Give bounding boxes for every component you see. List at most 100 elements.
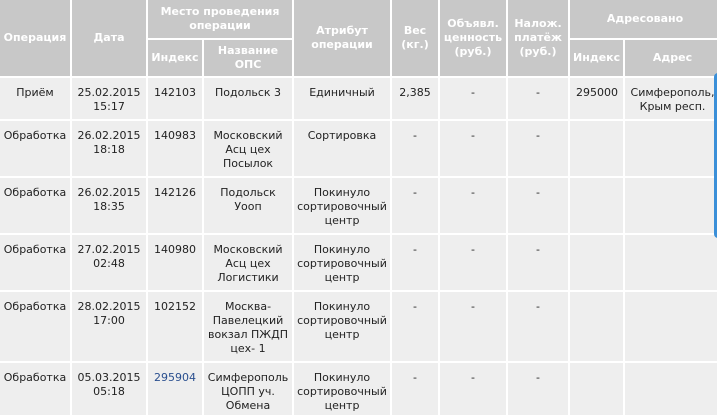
index-cell: 142103 [148, 78, 202, 119]
date-cell: 26.02.2015 18:35 [72, 178, 146, 233]
address-cell [625, 121, 717, 176]
cod-cell: - [508, 235, 569, 290]
cod-cell: - [508, 292, 569, 361]
cod-text: - [536, 243, 540, 256]
ops-name-cell: Московский Асц цех Логистики [204, 235, 293, 290]
date-text: 05.03.2015 [77, 371, 141, 384]
date-cell: 26.02.2015 18:18 [72, 121, 146, 176]
cod-cell: - [508, 363, 569, 415]
date-text: 25.02.2015 [77, 86, 141, 99]
index-cell: 142126 [148, 178, 202, 233]
header-ops-name: Название ОПС [204, 40, 293, 76]
header-place: Место проведения операции [148, 0, 293, 38]
operation-cell: Обработка [0, 121, 70, 176]
header-addr-index: Индекс [570, 40, 624, 76]
operation-cell: Обработка [0, 363, 70, 415]
operation-text: Обработка [3, 129, 67, 142]
addr-index-text: 295000 [576, 86, 619, 99]
date-cell: 27.02.2015 02:48 [72, 235, 146, 290]
attribute-cell: Покинуло сортировочный центр [294, 178, 391, 233]
attribute-text: Покинуло сортировочный центр [297, 371, 387, 412]
address-cell [625, 235, 717, 290]
address-text: Симферополь, Крым респ. [630, 86, 715, 113]
ops-name-cell: Москва-Павелецкий вокзал ПЖДП цех- 1 [204, 292, 293, 361]
ops-name-text: Москва-Павелецкий вокзал ПЖДП цех- 1 [208, 300, 288, 355]
addr-index-cell [570, 121, 624, 176]
weight-text: - [413, 300, 417, 313]
address-cell [625, 292, 717, 361]
ops-name-text: Подольск 3 [214, 86, 282, 99]
weight-cell: 2,385 [392, 78, 439, 119]
weight-cell: - [392, 121, 439, 176]
attribute-text: Покинуло сортировочный центр [297, 300, 387, 341]
operation-cell: Обработка [0, 178, 70, 233]
index-cell: 140980 [148, 235, 202, 290]
cod-text: - [536, 371, 540, 384]
header-address: Адрес [625, 40, 717, 76]
declared-value-text: - [471, 129, 475, 142]
weight-cell: - [392, 363, 439, 415]
header-weight: Вес (кг.) [392, 0, 439, 76]
operation-text: Обработка [3, 371, 67, 384]
attribute-text: Единичный [309, 86, 375, 99]
ops-name-cell: Подольск 3 [204, 78, 293, 119]
attribute-text: Покинуло сортировочный центр [297, 243, 387, 284]
time-text: 15:17 [93, 100, 125, 113]
header-addressed: Адресовано [570, 0, 717, 38]
weight-text: - [413, 129, 417, 142]
ops-name-cell: Подольск Уооп [204, 178, 293, 233]
addr-index-cell [570, 292, 624, 361]
addr-index-cell [570, 178, 624, 233]
addr-index-cell [570, 363, 624, 415]
cod-cell: - [508, 121, 569, 176]
ops-name-text: Московский Асц цех Логистики [213, 243, 283, 284]
time-text: 18:18 [93, 143, 125, 156]
date-cell: 25.02.2015 15:17 [72, 78, 146, 119]
weight-text: - [413, 186, 417, 199]
declared-value-cell: - [440, 121, 507, 176]
cod-text: - [536, 86, 540, 99]
weight-cell: - [392, 292, 439, 361]
index-text: 102152 [154, 300, 196, 313]
declared-value-text: - [471, 371, 475, 384]
index-text[interactable]: 295904 [154, 371, 196, 384]
declared-value-cell: - [440, 292, 507, 361]
cod-text: - [536, 300, 540, 313]
ops-name-text: Подольск Уооп [220, 186, 276, 213]
weight-text: - [413, 243, 417, 256]
ops-name-cell: Московский Асц цех Посылок [204, 121, 293, 176]
operation-text: Обработка [3, 300, 67, 313]
addr-index-cell: 295000 [570, 78, 624, 119]
time-text: 17:00 [93, 314, 125, 327]
attribute-cell: Сортировка [294, 121, 391, 176]
declared-value-cell: - [440, 78, 507, 119]
index-text: 142103 [154, 86, 196, 99]
declared-value-cell: - [440, 178, 507, 233]
time-text: 02:48 [93, 257, 125, 270]
declared-value-text: - [471, 243, 475, 256]
attribute-cell: Покинуло сортировочный центр [294, 235, 391, 290]
declared-value-cell: - [440, 363, 507, 415]
header-date: Дата [72, 0, 146, 76]
date-text: 27.02.2015 [77, 243, 141, 256]
address-cell [625, 363, 717, 415]
attribute-cell: Покинуло сортировочный центр [294, 292, 391, 361]
side-scroll-tab[interactable] [714, 73, 717, 238]
cod-text: - [536, 129, 540, 142]
weight-text: 2,385 [399, 86, 431, 99]
operation-text: Обработка [3, 186, 67, 199]
cod-cell: - [508, 178, 569, 233]
operation-cell: Обработка [0, 292, 70, 361]
table-row: Обработка 05.03.2015 05:18 295904 Симферопол… [0, 363, 717, 415]
time-text: 05:18 [93, 385, 125, 398]
date-cell: 28.02.2015 17:00 [72, 292, 146, 361]
table-row: Обработка 26.02.2015 18:35 142126 Подольск У… [0, 178, 717, 233]
index-cell: 102152 [148, 292, 202, 361]
index-text: 142126 [154, 186, 196, 199]
weight-cell: - [392, 178, 439, 233]
date-cell: 05.03.2015 05:18 [72, 363, 146, 415]
declared-value-cell: - [440, 235, 507, 290]
attribute-text: Покинуло сортировочный центр [297, 186, 387, 227]
cod-text: - [536, 186, 540, 199]
header-index: Индекс [148, 40, 202, 76]
